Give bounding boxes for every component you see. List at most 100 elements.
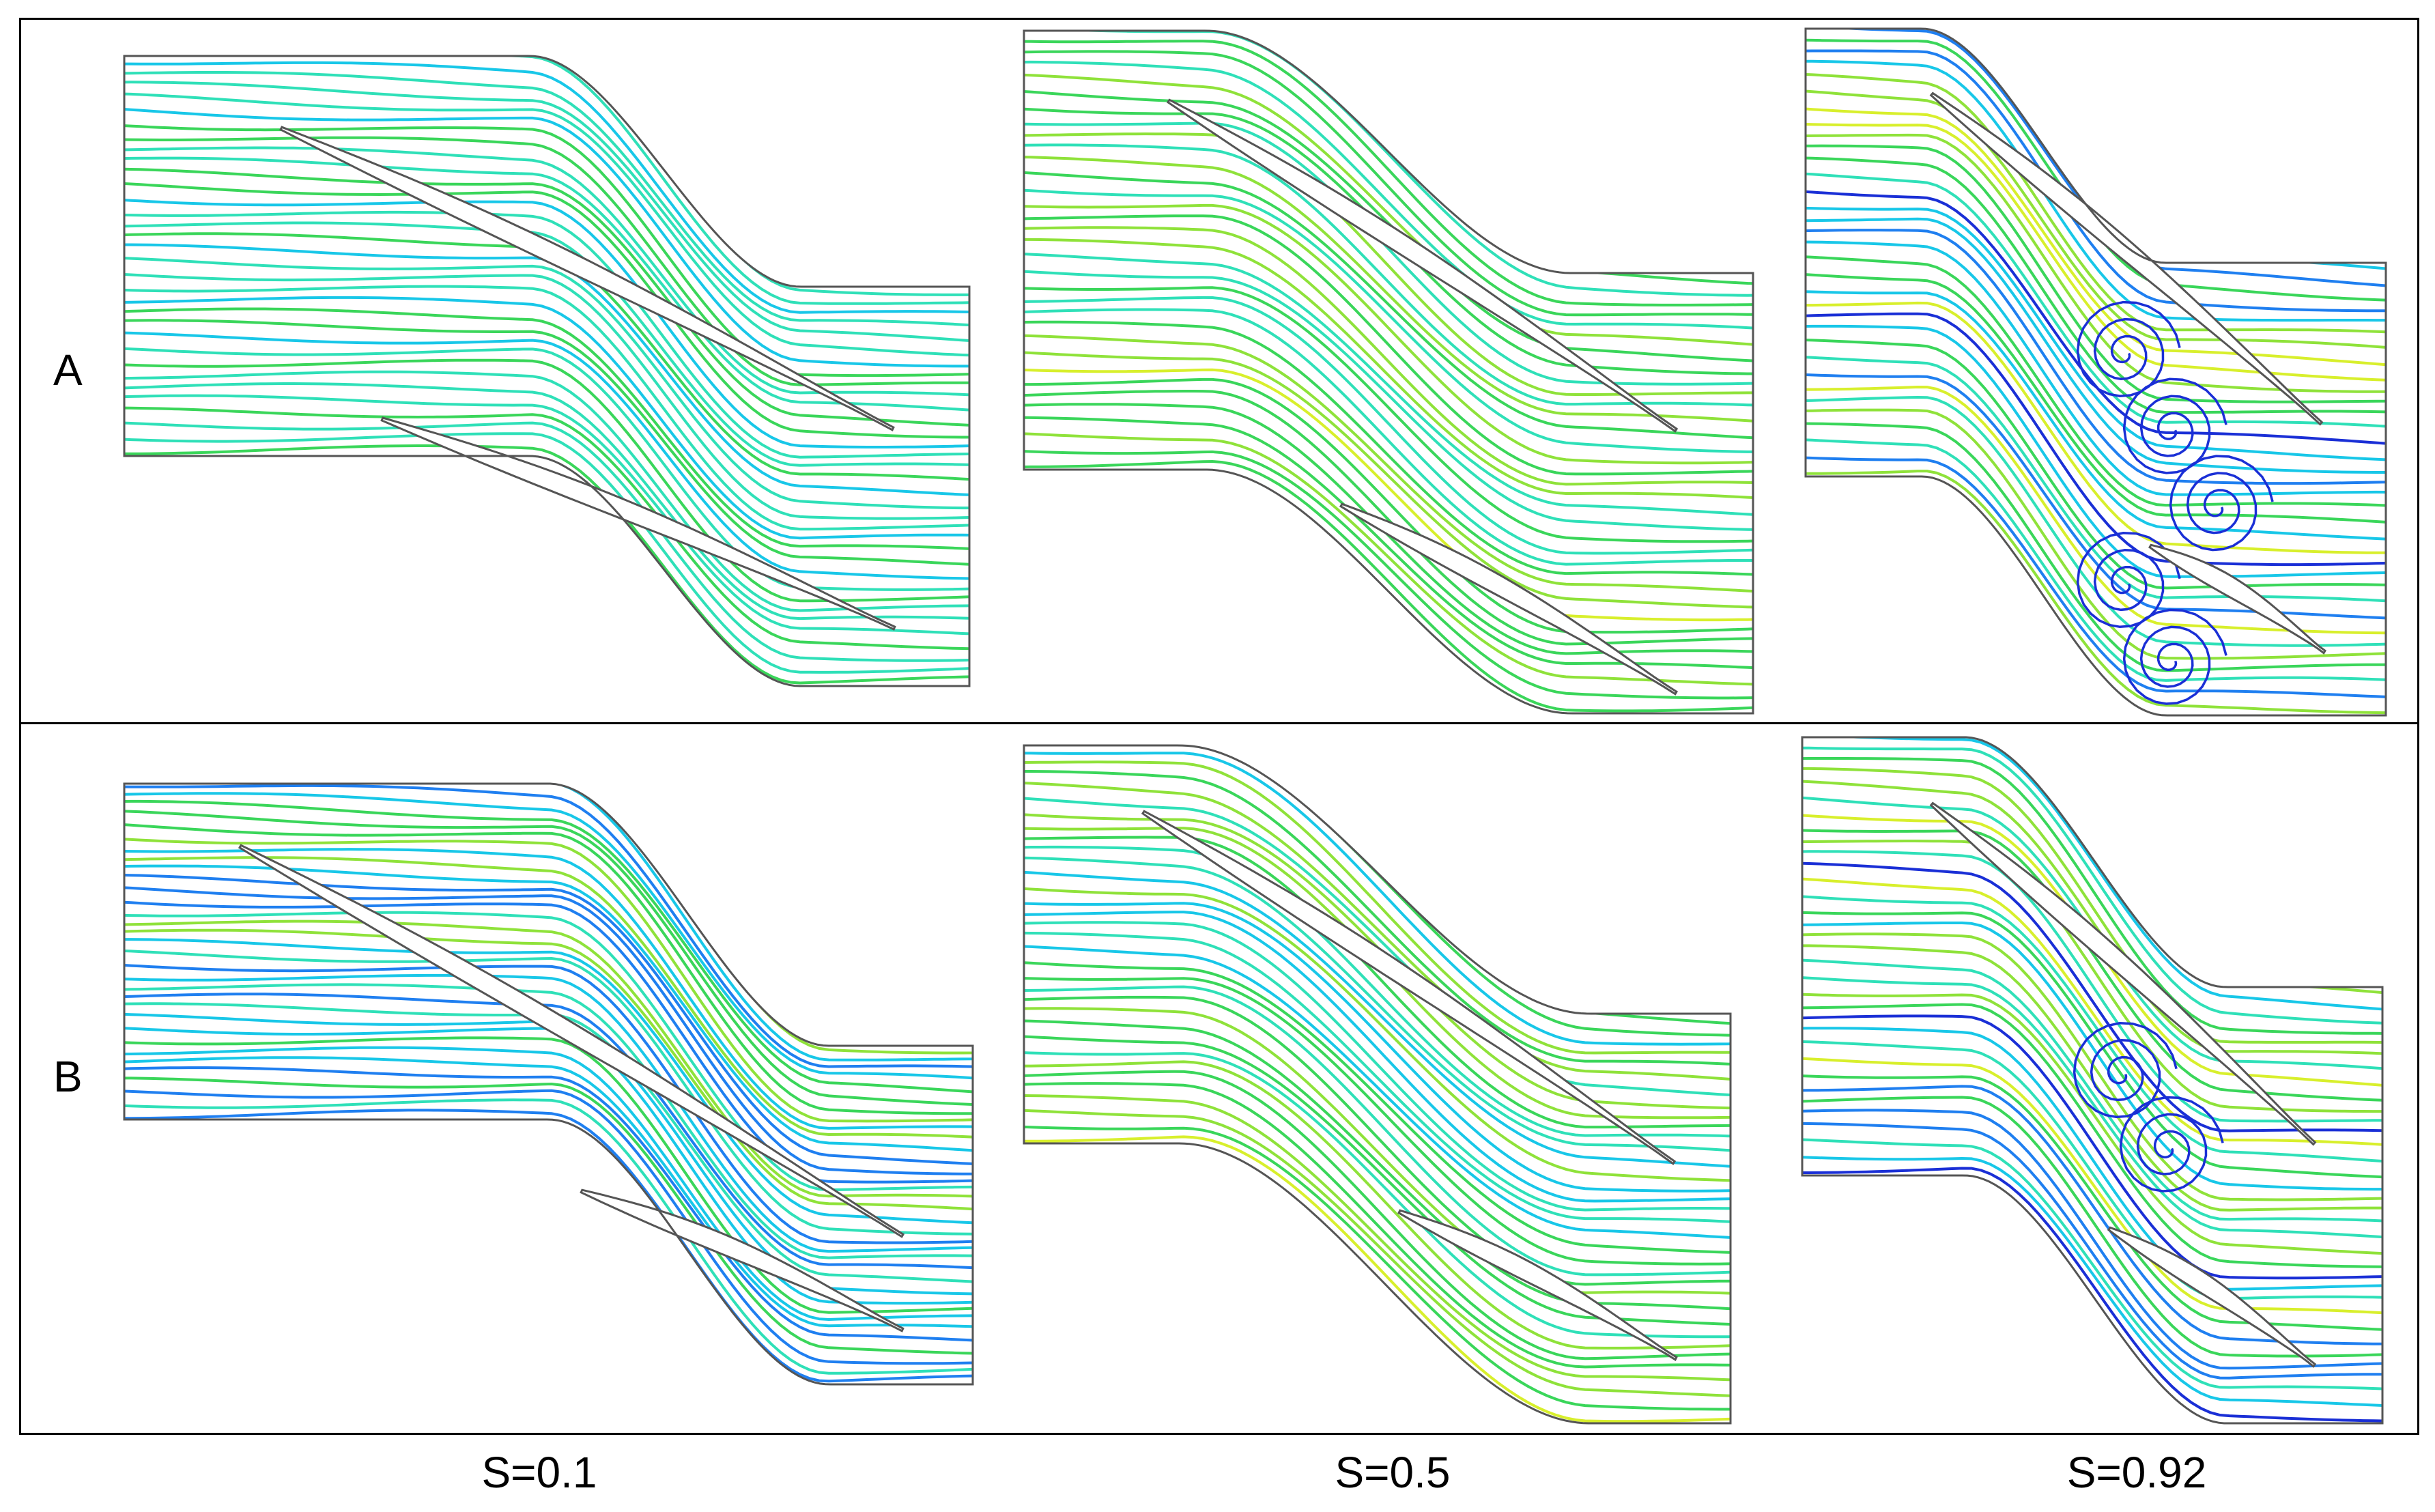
streamline bbox=[1802, 1085, 2382, 1345]
streamline bbox=[1024, 959, 1731, 1255]
streamline bbox=[124, 106, 969, 368]
streamline bbox=[1024, 73, 1753, 347]
vane-outline bbox=[380, 416, 896, 631]
streamline bbox=[1024, 226, 1753, 486]
streamline bbox=[1024, 770, 1731, 1067]
streamline bbox=[1024, 143, 1753, 408]
streamline bbox=[1024, 931, 1731, 1225]
streamline bbox=[124, 394, 969, 637]
streamline bbox=[1024, 296, 1753, 555]
streamline bbox=[1802, 746, 2382, 1025]
streamline bbox=[1802, 910, 2382, 1179]
streamline bbox=[1806, 324, 2386, 578]
streamline bbox=[124, 856, 973, 1140]
vane-outline bbox=[1397, 1209, 1678, 1361]
streamline bbox=[1024, 214, 1753, 476]
streamline bbox=[1024, 795, 1731, 1098]
streamline bbox=[124, 420, 969, 662]
streamline bbox=[1802, 893, 2382, 1165]
streamline bbox=[124, 885, 973, 1175]
streamline bbox=[124, 973, 973, 1253]
vane-outline bbox=[2148, 543, 2326, 655]
streamline bbox=[1806, 354, 2386, 604]
streamline bbox=[1802, 1040, 2382, 1300]
streamline bbox=[124, 1012, 973, 1296]
streamline bbox=[124, 382, 969, 621]
streamline bbox=[124, 938, 973, 1225]
streamline bbox=[124, 56, 969, 296]
streamline bbox=[1802, 974, 2382, 1240]
streamline bbox=[1024, 170, 1753, 440]
vane-outline bbox=[1929, 801, 2317, 1146]
streamline bbox=[124, 1098, 973, 1375]
figure-frame bbox=[19, 18, 2419, 1435]
streamline bbox=[1802, 1055, 2382, 1316]
streamline bbox=[124, 983, 973, 1259]
streamline bbox=[1024, 1070, 1731, 1360]
streamline bbox=[1024, 448, 1753, 700]
streamlines bbox=[124, 56, 969, 685]
channel-outline bbox=[1804, 27, 2387, 717]
column-label-s01: S=0.1 bbox=[481, 1448, 597, 1497]
streamline bbox=[124, 285, 969, 531]
streamline bbox=[124, 948, 973, 1236]
streamline bbox=[1024, 870, 1731, 1169]
panel-b-092 bbox=[1801, 736, 2384, 1425]
streamline bbox=[124, 71, 969, 328]
streamline bbox=[124, 156, 969, 414]
streamline bbox=[1024, 251, 1753, 517]
streamline bbox=[124, 799, 973, 1095]
streamline bbox=[1024, 60, 1753, 330]
streamline bbox=[124, 784, 973, 1068]
streamline bbox=[1806, 122, 2386, 382]
streamline bbox=[1806, 437, 2386, 683]
streamline bbox=[124, 993, 973, 1271]
vane-outline bbox=[1929, 91, 2324, 426]
row-label-b: B bbox=[53, 1052, 83, 1101]
streamline bbox=[124, 358, 969, 603]
streamline bbox=[1024, 320, 1753, 577]
streamline bbox=[1024, 377, 1753, 634]
streamline bbox=[1024, 350, 1753, 609]
streamline bbox=[124, 181, 969, 439]
streamline bbox=[124, 1066, 973, 1343]
streamline bbox=[1806, 59, 2386, 322]
streamline bbox=[1024, 1082, 1731, 1369]
streamline bbox=[1024, 50, 1753, 317]
streamline bbox=[1802, 767, 2382, 1044]
streamline bbox=[1024, 416, 1753, 671]
streamline bbox=[1802, 850, 2382, 1123]
streamline bbox=[1024, 1007, 1731, 1296]
streamline bbox=[124, 406, 969, 651]
streamline bbox=[1806, 217, 2386, 474]
streamline bbox=[1024, 334, 1753, 594]
streamline bbox=[124, 444, 969, 685]
streamline bbox=[1024, 781, 1731, 1083]
vortex bbox=[2122, 377, 2227, 474]
streamline bbox=[1806, 156, 2386, 414]
streamline bbox=[124, 1088, 973, 1365]
streamline bbox=[1024, 1018, 1731, 1312]
streamline bbox=[1806, 133, 2386, 393]
streamline bbox=[1802, 861, 2382, 1132]
channel-outline bbox=[123, 55, 971, 687]
streamline bbox=[1024, 752, 1731, 1046]
streamline bbox=[1024, 187, 1753, 453]
streamline bbox=[1024, 1060, 1731, 1350]
streamline bbox=[124, 319, 969, 567]
streamline bbox=[1806, 312, 2386, 567]
channel-outline bbox=[123, 782, 974, 1386]
streamline bbox=[1806, 106, 2386, 367]
streamline bbox=[1024, 985, 1731, 1276]
streamline bbox=[1024, 856, 1731, 1154]
streamline bbox=[1802, 1122, 2382, 1380]
column-label-s05: S=0.5 bbox=[1335, 1448, 1451, 1497]
streamline bbox=[124, 810, 973, 1107]
streamline bbox=[1024, 268, 1753, 531]
panel-b-05 bbox=[1023, 744, 1732, 1425]
channel-outline bbox=[1801, 736, 2384, 1425]
streamline bbox=[1024, 122, 1753, 386]
streamline bbox=[1024, 238, 1753, 500]
streamline bbox=[1806, 255, 2386, 509]
streamline bbox=[124, 784, 973, 1061]
